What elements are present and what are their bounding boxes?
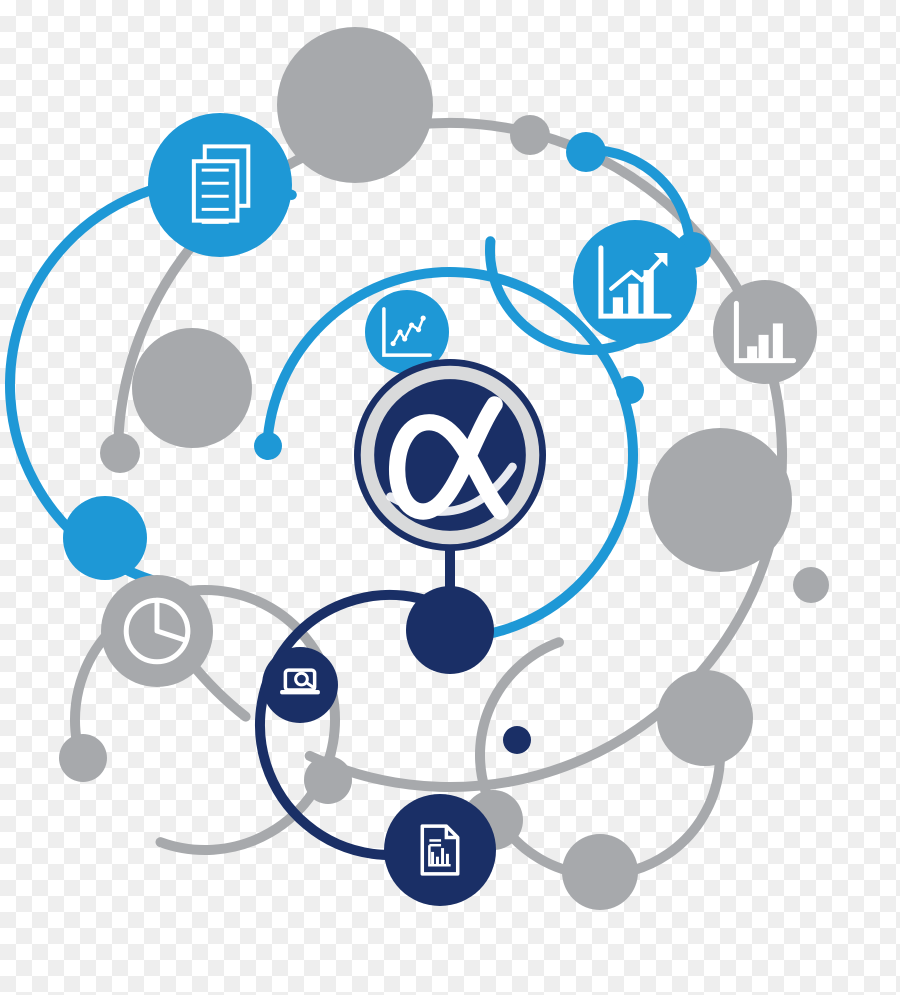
node-light_blue — [254, 432, 282, 460]
node-grey — [132, 328, 252, 448]
node-light_blue-growth — [573, 220, 697, 344]
node-grey — [510, 115, 550, 155]
node-light_blue — [616, 376, 644, 404]
node-grey-bars — [713, 280, 817, 384]
node-grey — [648, 428, 792, 572]
node-grey — [59, 734, 107, 782]
node-dark_blue — [503, 726, 531, 754]
node-dark_blue — [406, 586, 494, 674]
node-grey — [304, 756, 352, 804]
node-dark_blue-report — [384, 794, 496, 906]
center-node — [354, 359, 546, 551]
node-light_blue — [566, 132, 606, 172]
node-grey — [562, 834, 638, 910]
network-diagram — [0, 0, 900, 995]
node-grey — [657, 670, 753, 766]
node-grey — [793, 567, 829, 603]
node-light_blue — [63, 496, 147, 580]
node-grey — [100, 433, 140, 473]
node-grey — [277, 27, 433, 183]
